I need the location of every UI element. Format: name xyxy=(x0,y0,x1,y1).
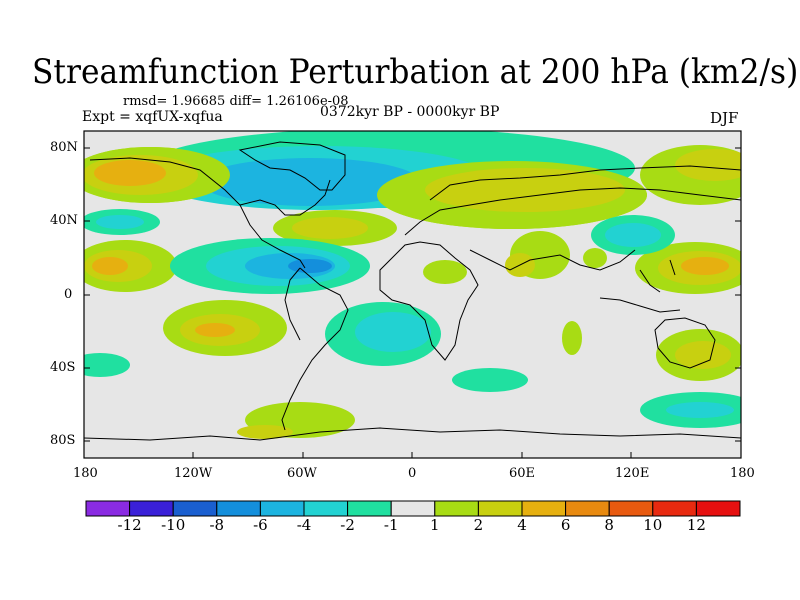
lon-tick-label: 60E xyxy=(509,466,536,481)
lon-tick-label: 120W xyxy=(174,466,213,481)
colorbar-label: 12 xyxy=(686,516,706,534)
colorbar-label: -10 xyxy=(161,516,186,534)
lon-tick-label: 120E xyxy=(615,466,650,481)
colorbar-label: 1 xyxy=(430,516,440,534)
colorbar-swatch xyxy=(565,500,610,517)
lat-tick-label: 0 xyxy=(64,287,73,302)
colorbar-label: 6 xyxy=(560,516,571,534)
colorbar-swatch xyxy=(172,500,218,517)
colorbar-swatch xyxy=(216,500,261,517)
colorbar-label: -1 xyxy=(383,516,399,534)
colorbar-label: -12 xyxy=(117,516,142,534)
colorbar-label: -8 xyxy=(209,516,225,534)
colorbar-label: 4 xyxy=(517,516,527,534)
colorbar-swatch xyxy=(477,500,523,517)
chart-title: Streamfunction Perturbation at 200 hPa (… xyxy=(32,52,799,92)
lat-tick-label: 80N xyxy=(50,140,78,155)
stats-label: rmsd= 1.96685 diff= 1.26106e-08 xyxy=(123,94,349,109)
colorbar-swatch xyxy=(695,500,741,517)
lat-tick-label: 40S xyxy=(50,360,76,375)
map-frame xyxy=(83,130,742,459)
colorbar-swatch xyxy=(303,500,349,517)
colorbar-swatch xyxy=(652,500,697,517)
period-label: 0372kyr BP - 0000kyr BP xyxy=(320,104,500,120)
colorbar-swatch xyxy=(608,500,654,517)
colorbar-label: -6 xyxy=(253,516,268,534)
lat-tick-label: 80S xyxy=(50,433,76,448)
colorbar-swatch xyxy=(85,500,131,517)
colorbar-swatch xyxy=(434,500,479,517)
colorbar-label: -2 xyxy=(340,516,355,534)
lon-tick-label: 180 xyxy=(730,466,755,481)
season-label: DJF xyxy=(710,109,739,127)
colorbar-label: 8 xyxy=(604,516,614,534)
colorbar-swatch xyxy=(347,500,392,517)
colorbar-label: 10 xyxy=(643,516,663,534)
colorbar-swatch xyxy=(390,500,436,517)
colorbar-swatch xyxy=(129,500,174,517)
colorbar-label: 2 xyxy=(473,516,484,534)
lon-tick-label: 0 xyxy=(408,466,417,481)
lat-tick-label: 40N xyxy=(50,213,78,228)
experiment-label: Expt = xqfUX-xqfua xyxy=(82,109,223,125)
colorbar-label: -4 xyxy=(296,516,312,534)
colorbar xyxy=(85,500,741,517)
lon-tick-label: 180 xyxy=(73,466,98,481)
lon-tick-label: 60W xyxy=(287,466,317,481)
coastlines xyxy=(84,141,741,441)
colorbar-swatch xyxy=(521,500,567,517)
colorbar-swatch xyxy=(259,500,305,517)
negative-anomaly-fields xyxy=(84,131,741,428)
